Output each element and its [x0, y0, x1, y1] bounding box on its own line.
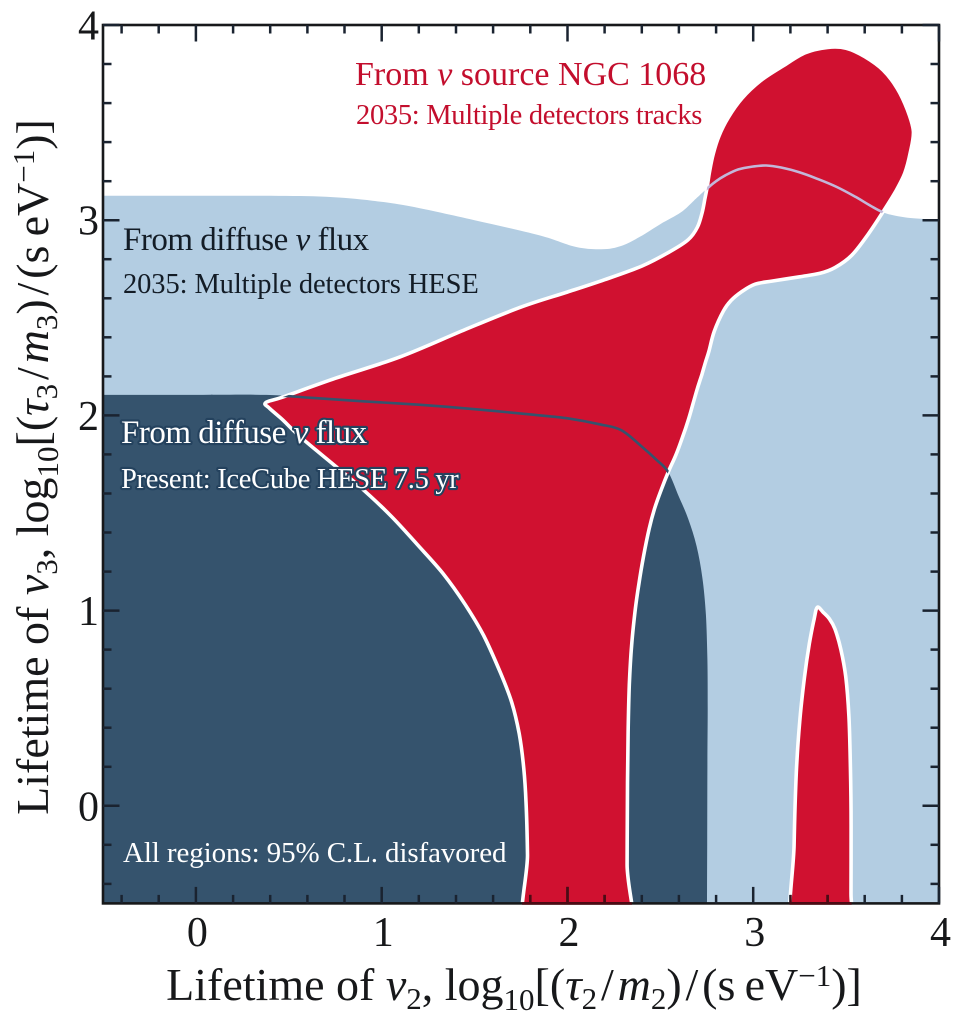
- svg-text:3: 3: [78, 199, 99, 245]
- svg-text:4: 4: [78, 4, 99, 50]
- svg-text:2035: Multiple detectors HESE: 2035: Multiple detectors HESE: [123, 269, 479, 300]
- svg-text:1: 1: [373, 910, 394, 956]
- svg-text:3: 3: [744, 910, 765, 956]
- svg-text:From ν source NGC 1068: From ν source NGC 1068: [355, 56, 706, 93]
- svg-text:From diffuse ν flux: From diffuse ν flux: [123, 222, 370, 258]
- svg-text:0: 0: [78, 784, 99, 830]
- svg-text:Lifetime of ν2, log10[(τ2 / m2: Lifetime of ν2, log10[(τ2 / m2) / (s eV−…: [166, 958, 862, 1017]
- svg-text:All regions: 95% C.L. disfavor: All regions: 95% C.L. disfavored: [123, 837, 507, 869]
- svg-text:2: 2: [78, 394, 99, 440]
- svg-text:Present: IceCube HESE 7.5 yr: Present: IceCube HESE 7.5 yr: [121, 464, 459, 495]
- svg-text:1: 1: [78, 589, 99, 635]
- svg-text:4: 4: [930, 910, 951, 956]
- svg-text:2035: Multiple detectors track: 2035: Multiple detectors tracks: [356, 100, 702, 131]
- svg-text:2: 2: [559, 910, 580, 956]
- svg-text:From diffuse ν flux: From diffuse ν flux: [121, 415, 368, 451]
- svg-text:0: 0: [187, 910, 208, 956]
